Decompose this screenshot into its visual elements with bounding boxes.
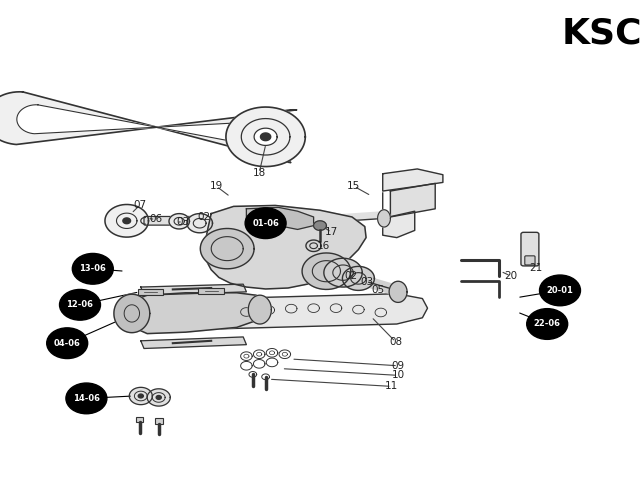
Polygon shape — [390, 183, 435, 217]
Polygon shape — [260, 133, 271, 141]
Polygon shape — [169, 214, 189, 229]
Text: 05: 05 — [371, 286, 384, 295]
Text: 21: 21 — [530, 263, 543, 273]
FancyBboxPatch shape — [525, 256, 535, 265]
Polygon shape — [314, 221, 326, 230]
Text: 11: 11 — [385, 382, 398, 391]
Text: 10: 10 — [392, 371, 404, 380]
Text: 18: 18 — [253, 168, 266, 178]
Text: 02: 02 — [344, 271, 357, 281]
Text: 03: 03 — [361, 277, 374, 287]
Polygon shape — [17, 105, 279, 150]
Text: 09: 09 — [392, 361, 404, 371]
Polygon shape — [105, 204, 148, 237]
Text: 04-06: 04-06 — [54, 339, 81, 348]
Text: 13-06: 13-06 — [79, 264, 106, 273]
Polygon shape — [210, 294, 428, 329]
Text: 16: 16 — [317, 241, 330, 251]
Polygon shape — [141, 284, 246, 295]
Circle shape — [527, 309, 568, 339]
Text: KSC: KSC — [561, 17, 640, 51]
Polygon shape — [226, 107, 305, 167]
FancyBboxPatch shape — [144, 216, 195, 225]
Polygon shape — [378, 210, 390, 227]
Polygon shape — [324, 258, 362, 287]
FancyBboxPatch shape — [155, 418, 163, 424]
Text: 06: 06 — [149, 215, 162, 224]
Text: 07: 07 — [133, 201, 146, 210]
Polygon shape — [302, 253, 351, 289]
Text: 22-06: 22-06 — [534, 320, 561, 328]
Text: 01-06: 01-06 — [252, 219, 279, 228]
Text: 20: 20 — [504, 271, 517, 281]
Polygon shape — [147, 389, 170, 406]
Polygon shape — [123, 218, 131, 224]
Polygon shape — [205, 205, 366, 289]
Polygon shape — [306, 240, 321, 252]
Polygon shape — [129, 387, 152, 405]
Text: 12-06: 12-06 — [67, 300, 93, 309]
Polygon shape — [389, 281, 407, 302]
Polygon shape — [248, 295, 271, 324]
Text: 15: 15 — [348, 181, 360, 191]
Polygon shape — [383, 169, 443, 191]
Polygon shape — [342, 266, 374, 290]
Polygon shape — [200, 228, 254, 269]
FancyBboxPatch shape — [521, 232, 539, 266]
Circle shape — [540, 275, 580, 306]
Circle shape — [66, 383, 107, 414]
Polygon shape — [156, 396, 161, 399]
Polygon shape — [254, 128, 277, 145]
Text: 20-01: 20-01 — [547, 286, 573, 295]
FancyBboxPatch shape — [136, 417, 143, 422]
FancyBboxPatch shape — [198, 288, 224, 294]
Text: 03: 03 — [177, 217, 189, 227]
FancyBboxPatch shape — [138, 289, 163, 295]
Text: 08: 08 — [389, 337, 402, 347]
Polygon shape — [383, 211, 415, 238]
Text: 02: 02 — [197, 212, 210, 222]
Circle shape — [245, 208, 286, 239]
Circle shape — [72, 253, 113, 284]
Polygon shape — [141, 337, 246, 348]
Text: 14-06: 14-06 — [73, 394, 100, 403]
Polygon shape — [114, 294, 150, 333]
Polygon shape — [138, 394, 143, 398]
Polygon shape — [128, 293, 266, 334]
Polygon shape — [0, 92, 297, 163]
Circle shape — [47, 328, 88, 359]
Circle shape — [60, 289, 100, 320]
Polygon shape — [187, 214, 212, 233]
Polygon shape — [246, 207, 314, 229]
Text: 19: 19 — [210, 181, 223, 191]
Text: 17: 17 — [325, 228, 338, 237]
